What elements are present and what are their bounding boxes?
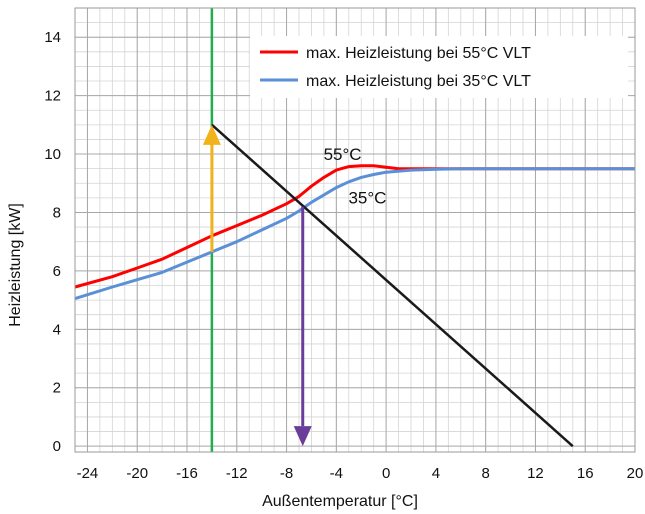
annotation-35c: 35°C [348, 189, 386, 208]
legend-label-35c: max. Heizleistung bei 35°C VLT [306, 73, 531, 90]
y-tick-label: 10 [44, 146, 61, 163]
x-tick-label: 16 [577, 465, 594, 482]
annotation-55c: 55°C [324, 145, 362, 164]
y-tick-label: 8 [53, 204, 61, 221]
x-tick-label: -12 [226, 465, 248, 482]
x-axis-ticks: -24 -20 -16 -12 -8 -4 0 4 8 12 16 20 [77, 465, 644, 482]
y-axis-title: Heizleistung [kW] [7, 203, 24, 327]
downward-arrow-head [293, 426, 312, 447]
plot-border [74, 7, 636, 453]
x-tick-label: -4 [330, 465, 343, 482]
y-tick-label: 6 [53, 263, 61, 280]
series-35c-line [74, 167, 635, 301]
y-tick-label: 0 [53, 438, 61, 455]
y-tick-label: 14 [44, 29, 61, 46]
legend-label-55c: max. Heizleistung bei 55°C VLT [306, 45, 531, 62]
y-tick-label: 2 [53, 380, 61, 397]
legend: max. Heizleistung bei 55°C VLT max. Heiz… [250, 36, 628, 98]
x-tick-label: -24 [77, 465, 99, 482]
x-axis-title: Außentemperatur [°C] [262, 493, 418, 510]
x-tick-label: -20 [126, 465, 148, 482]
annotation-layer: 55°C 35°C [324, 145, 387, 208]
series-layer [74, 8, 635, 452]
legend-box [250, 36, 628, 98]
x-tick-label: 0 [382, 465, 390, 482]
x-tick-label: 8 [481, 465, 489, 482]
x-tick-label: 12 [527, 465, 544, 482]
x-tick-label: 20 [627, 465, 644, 482]
x-tick-label: -8 [280, 465, 293, 482]
x-tick-label: -16 [176, 465, 198, 482]
x-tick-label: 4 [432, 465, 440, 482]
y-axis-ticks: 0 2 4 6 8 10 12 14 [44, 29, 61, 455]
y-tick-label: 4 [53, 321, 61, 338]
heating-load-line [211, 123, 574, 448]
y-tick-label: 12 [44, 88, 61, 105]
upward-arrow-head [202, 124, 221, 145]
